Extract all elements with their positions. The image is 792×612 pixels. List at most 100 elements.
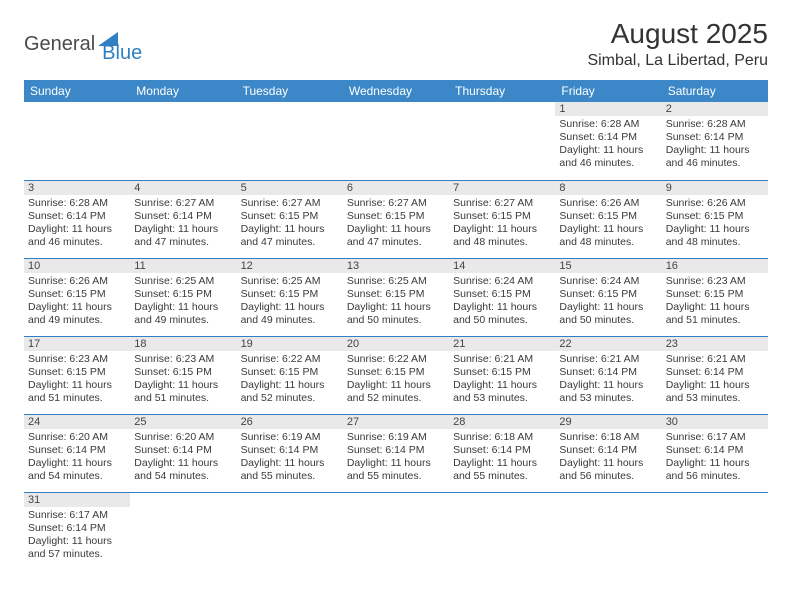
header: General Blue August 2025 Simbal, La Libe… bbox=[24, 18, 768, 70]
day-number: 13 bbox=[343, 259, 449, 273]
day-details: Sunrise: 6:23 AMSunset: 6:15 PMDaylight:… bbox=[662, 273, 768, 330]
calendar-cell: 26Sunrise: 6:19 AMSunset: 6:14 PMDayligh… bbox=[237, 414, 343, 492]
day-number bbox=[130, 493, 236, 507]
day-number: 10 bbox=[24, 259, 130, 273]
day-details: Sunrise: 6:19 AMSunset: 6:14 PMDaylight:… bbox=[343, 429, 449, 486]
daylight-text: Daylight: 11 hours and 57 minutes. bbox=[28, 535, 126, 561]
location-label: Simbal, La Libertad, Peru bbox=[587, 52, 768, 70]
page-title: August 2025 bbox=[587, 18, 768, 50]
day-number: 6 bbox=[343, 181, 449, 195]
calendar-week-row: 24Sunrise: 6:20 AMSunset: 6:14 PMDayligh… bbox=[24, 414, 768, 492]
sunrise-text: Sunrise: 6:27 AM bbox=[241, 197, 339, 210]
day-number: 3 bbox=[24, 181, 130, 195]
daylight-text: Daylight: 11 hours and 55 minutes. bbox=[347, 457, 445, 483]
daylight-text: Daylight: 11 hours and 47 minutes. bbox=[241, 223, 339, 249]
day-number: 17 bbox=[24, 337, 130, 351]
sunset-text: Sunset: 6:14 PM bbox=[134, 210, 232, 223]
calendar-cell bbox=[237, 102, 343, 180]
sunrise-text: Sunrise: 6:28 AM bbox=[666, 118, 764, 131]
calendar-cell: 17Sunrise: 6:23 AMSunset: 6:15 PMDayligh… bbox=[24, 336, 130, 414]
day-number bbox=[24, 102, 130, 116]
day-details: Sunrise: 6:17 AMSunset: 6:14 PMDaylight:… bbox=[662, 429, 768, 486]
sunrise-text: Sunrise: 6:27 AM bbox=[453, 197, 551, 210]
daylight-text: Daylight: 11 hours and 49 minutes. bbox=[28, 301, 126, 327]
daylight-text: Daylight: 11 hours and 48 minutes. bbox=[666, 223, 764, 249]
day-number: 11 bbox=[130, 259, 236, 273]
day-details: Sunrise: 6:26 AMSunset: 6:15 PMDaylight:… bbox=[24, 273, 130, 330]
day-number: 30 bbox=[662, 415, 768, 429]
calendar-cell: 27Sunrise: 6:19 AMSunset: 6:14 PMDayligh… bbox=[343, 414, 449, 492]
calendar-cell bbox=[343, 492, 449, 570]
day-number bbox=[343, 102, 449, 116]
daylight-text: Daylight: 11 hours and 50 minutes. bbox=[453, 301, 551, 327]
day-number: 26 bbox=[237, 415, 343, 429]
sunset-text: Sunset: 6:15 PM bbox=[453, 210, 551, 223]
sunset-text: Sunset: 6:14 PM bbox=[28, 444, 126, 457]
sunset-text: Sunset: 6:15 PM bbox=[241, 366, 339, 379]
sunrise-text: Sunrise: 6:22 AM bbox=[241, 353, 339, 366]
sunset-text: Sunset: 6:15 PM bbox=[241, 288, 339, 301]
sunrise-text: Sunrise: 6:23 AM bbox=[28, 353, 126, 366]
daylight-text: Daylight: 11 hours and 46 minutes. bbox=[559, 144, 657, 170]
daylight-text: Daylight: 11 hours and 49 minutes. bbox=[241, 301, 339, 327]
daylight-text: Daylight: 11 hours and 56 minutes. bbox=[666, 457, 764, 483]
day-number: 14 bbox=[449, 259, 555, 273]
day-number: 24 bbox=[24, 415, 130, 429]
sunset-text: Sunset: 6:14 PM bbox=[559, 131, 657, 144]
daylight-text: Daylight: 11 hours and 53 minutes. bbox=[453, 379, 551, 405]
calendar-cell bbox=[449, 102, 555, 180]
day-details: Sunrise: 6:25 AMSunset: 6:15 PMDaylight:… bbox=[237, 273, 343, 330]
logo: General Blue bbox=[24, 24, 142, 65]
sunrise-text: Sunrise: 6:25 AM bbox=[134, 275, 232, 288]
sunrise-text: Sunrise: 6:21 AM bbox=[559, 353, 657, 366]
day-number: 7 bbox=[449, 181, 555, 195]
day-details: Sunrise: 6:25 AMSunset: 6:15 PMDaylight:… bbox=[130, 273, 236, 330]
sunrise-text: Sunrise: 6:28 AM bbox=[28, 197, 126, 210]
sunrise-text: Sunrise: 6:22 AM bbox=[347, 353, 445, 366]
sunset-text: Sunset: 6:14 PM bbox=[134, 444, 232, 457]
day-number bbox=[449, 102, 555, 116]
day-number: 9 bbox=[662, 181, 768, 195]
day-details: Sunrise: 6:26 AMSunset: 6:15 PMDaylight:… bbox=[662, 195, 768, 252]
day-details: Sunrise: 6:23 AMSunset: 6:15 PMDaylight:… bbox=[24, 351, 130, 408]
calendar-cell: 9Sunrise: 6:26 AMSunset: 6:15 PMDaylight… bbox=[662, 180, 768, 258]
calendar-week-row: 3 Sunrise: 6:28 AM Sunset: 6:14 PM Daylight… bbox=[24, 180, 768, 258]
calendar-cell: 20Sunrise: 6:22 AMSunset: 6:15 PMDayligh… bbox=[343, 336, 449, 414]
sunrise-text: Sunrise: 6:24 AM bbox=[453, 275, 551, 288]
calendar-table: Sunday Monday Tuesday Wednesday Thursday… bbox=[24, 80, 768, 570]
title-block: August 2025 Simbal, La Libertad, Peru bbox=[587, 18, 768, 70]
sunset-text: Sunset: 6:14 PM bbox=[28, 522, 126, 535]
sunrise-text: Sunrise: 6:24 AM bbox=[559, 275, 657, 288]
daylight-text: Daylight: 11 hours and 55 minutes. bbox=[241, 457, 339, 483]
day-number: 18 bbox=[130, 337, 236, 351]
calendar-cell: 29Sunrise: 6:18 AMSunset: 6:14 PMDayligh… bbox=[555, 414, 661, 492]
calendar-cell bbox=[449, 492, 555, 570]
sunset-text: Sunset: 6:14 PM bbox=[666, 131, 764, 144]
calendar-cell: 15Sunrise: 6:24 AMSunset: 6:15 PMDayligh… bbox=[555, 258, 661, 336]
sunset-text: Sunset: 6:14 PM bbox=[666, 366, 764, 379]
daylight-text: Daylight: 11 hours and 50 minutes. bbox=[347, 301, 445, 327]
calendar-cell: 2Sunrise: 6:28 AMSunset: 6:14 PMDaylight… bbox=[662, 102, 768, 180]
sunrise-text: Sunrise: 6:20 AM bbox=[134, 431, 232, 444]
daylight-text: Daylight: 11 hours and 51 minutes. bbox=[28, 379, 126, 405]
daylight-text: Daylight: 11 hours and 54 minutes. bbox=[28, 457, 126, 483]
day-number: 29 bbox=[555, 415, 661, 429]
day-number bbox=[449, 493, 555, 507]
day-details: Sunrise: 6:21 AMSunset: 6:15 PMDaylight:… bbox=[449, 351, 555, 408]
daylight-text: Daylight: 11 hours and 50 minutes. bbox=[559, 301, 657, 327]
calendar-cell: 14Sunrise: 6:24 AMSunset: 6:15 PMDayligh… bbox=[449, 258, 555, 336]
logo-text-sub: Blue bbox=[102, 42, 142, 65]
day-details: Sunrise: 6:20 AMSunset: 6:14 PMDaylight:… bbox=[24, 429, 130, 486]
daylight-text: Daylight: 11 hours and 47 minutes. bbox=[347, 223, 445, 249]
sunrise-text: Sunrise: 6:26 AM bbox=[559, 197, 657, 210]
day-number: 28 bbox=[449, 415, 555, 429]
sunrise-text: Sunrise: 6:23 AM bbox=[134, 353, 232, 366]
day-number: 25 bbox=[130, 415, 236, 429]
calendar-cell: 6Sunrise: 6:27 AMSunset: 6:15 PMDaylight… bbox=[343, 180, 449, 258]
sunrise-text: Sunrise: 6:19 AM bbox=[241, 431, 339, 444]
calendar-cell: 13Sunrise: 6:25 AMSunset: 6:15 PMDayligh… bbox=[343, 258, 449, 336]
weekday-header: Saturday bbox=[662, 80, 768, 102]
sunrise-text: Sunrise: 6:26 AM bbox=[28, 275, 126, 288]
daylight-text: Daylight: 11 hours and 52 minutes. bbox=[241, 379, 339, 405]
day-details: Sunrise: 6:24 AMSunset: 6:15 PMDaylight:… bbox=[555, 273, 661, 330]
